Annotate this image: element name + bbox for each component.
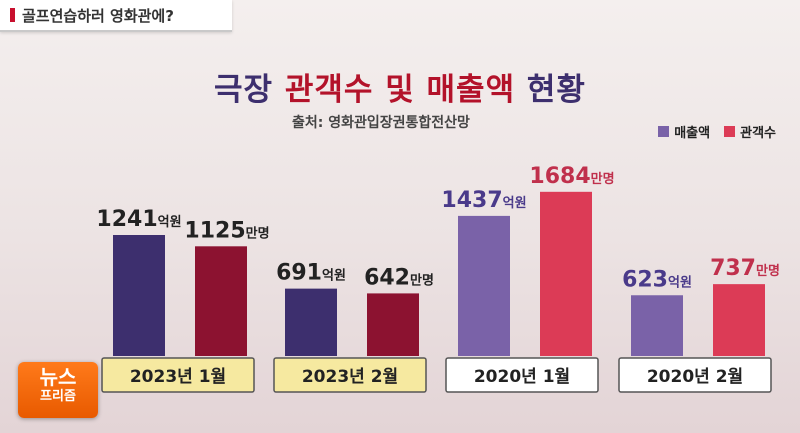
legend-item-revenue: 매출액 (658, 122, 710, 141)
category-box (618, 357, 772, 393)
source-text: 출처: 영화관입장권통합전산망 (292, 115, 470, 131)
legend-swatch-audience (724, 126, 736, 137)
news-prism-logo: 뉴스 프리즘 (18, 362, 98, 418)
bar-audience (367, 293, 419, 356)
data-label-audience: 1125만명 (184, 218, 269, 243)
category-box (445, 357, 599, 393)
data-label-audience: 737만명 (710, 256, 780, 281)
category-label: 2023년 1월 (130, 367, 226, 387)
bar-audience (713, 284, 765, 356)
category-label: 2020년 2월 (647, 367, 743, 387)
data-label-audience: 1684만명 (529, 164, 614, 189)
topic-marker (10, 8, 15, 22)
category-box (101, 357, 255, 393)
legend-item-audience: 관객수 (724, 122, 776, 141)
data-label-revenue: 1241억원 (96, 207, 181, 232)
chart-title: 극장 관객수 및 매출액 현황 (0, 64, 800, 109)
category-label: 2023년 2월 (302, 367, 398, 387)
data-label-revenue: 623억원 (622, 267, 692, 292)
bar-revenue (631, 295, 683, 356)
legend-label-audience: 관객수 (740, 126, 776, 141)
title-part-2: 관객수 및 매출액 (284, 72, 527, 108)
legend-label-revenue: 매출액 (674, 126, 711, 141)
legend: 매출액 관객수 (658, 122, 776, 141)
bar-revenue (285, 288, 337, 356)
legend-swatch-revenue (658, 126, 670, 137)
topic-text: 골프연습하러 영화관에? (22, 7, 174, 25)
data-label-audience: 642만명 (364, 265, 434, 290)
bar-revenue (458, 215, 510, 356)
category-label: 2020년 1월 (474, 367, 570, 387)
topic-banner: 골프연습하러 영화관에? (0, 0, 232, 32)
logo-line-2: 프리즘 (40, 389, 76, 404)
logo-line-1: 뉴스 (39, 365, 77, 389)
data-label-revenue: 1437억원 (441, 188, 526, 213)
bar-audience (540, 191, 592, 356)
data-label-revenue: 691억원 (276, 261, 346, 286)
bar-revenue (113, 235, 165, 356)
category-box (273, 357, 427, 393)
bar-audience (195, 246, 247, 356)
title-part-1: 극장 (214, 72, 285, 108)
title-part-3: 현황 (526, 72, 586, 108)
